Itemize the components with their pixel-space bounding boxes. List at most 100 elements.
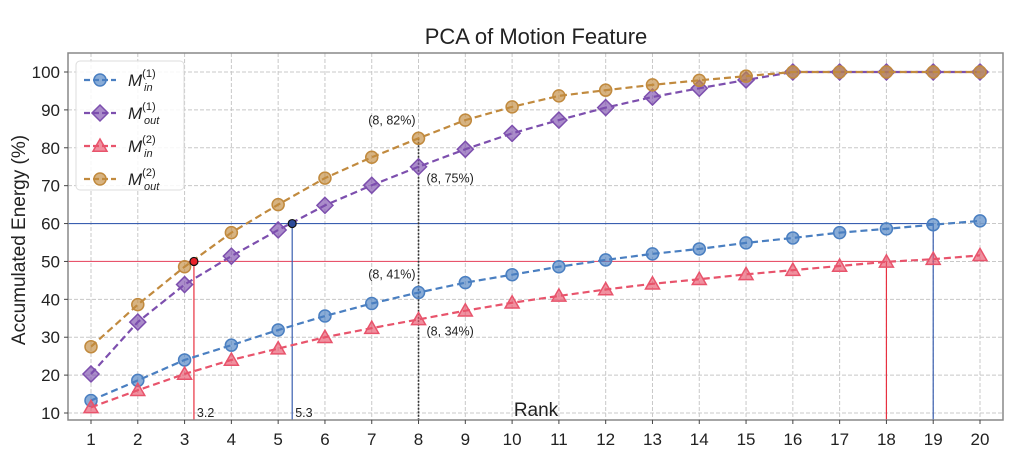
series-group <box>81 62 990 414</box>
data-point <box>315 196 335 215</box>
legend-item: M(2) in <box>84 134 156 160</box>
data-point <box>598 83 613 97</box>
data-annotation: (8, 75%) <box>427 172 474 186</box>
data-point <box>878 253 895 268</box>
legend-label: M(1) out <box>128 101 160 127</box>
data-point <box>411 131 426 146</box>
annotations: (8, 82%) (8, 75%) (8, 41%) (8, 34%) <box>368 113 474 338</box>
x-tick-label: 5 <box>273 430 282 449</box>
data-point <box>973 214 987 228</box>
threshold-point <box>189 256 199 267</box>
y-tick-label: 20 <box>41 366 60 385</box>
data-point <box>458 113 473 127</box>
data-point <box>739 69 753 83</box>
y-tick-label: 30 <box>41 328 60 347</box>
data-point <box>175 275 194 294</box>
series-3 <box>84 65 987 354</box>
data-annotation: (8, 41%) <box>368 268 415 282</box>
plot-frame <box>67 52 1004 421</box>
x-tick-label: 2 <box>133 430 142 449</box>
data-point <box>692 242 707 256</box>
data-point <box>690 270 708 286</box>
x-tick-label: 11 <box>550 430 568 449</box>
legend-item: M(1) in <box>84 68 156 94</box>
series-line <box>90 219 981 402</box>
chart-title: PCA of Motion Feature <box>425 24 648 49</box>
data-point <box>316 328 334 344</box>
data-point <box>93 73 107 87</box>
x-axis-ticks: 1 2 3 4 5 6 7 8 9 10 11 12 13 14 15 16 17 18 19 20 <box>86 420 989 449</box>
y-axis-ticks: 10 20 30 40 50 60 70 80 90 100 <box>32 63 68 423</box>
series-line <box>90 70 980 348</box>
data-point <box>971 246 989 262</box>
y-tick-label: 100 <box>32 63 60 82</box>
legend-label-sub: in <box>144 82 153 94</box>
data-point <box>177 353 192 367</box>
legend-label-base: M <box>128 71 143 90</box>
legend-label-base: M <box>128 137 143 156</box>
data-point <box>692 73 707 88</box>
x-tick-label: 1 <box>86 430 95 449</box>
y-tick-label: 40 <box>41 290 60 309</box>
data-point <box>271 197 285 212</box>
data-point <box>271 323 285 337</box>
x-tick-label: 3 <box>180 430 189 449</box>
data-point <box>645 247 660 261</box>
x-tick-label: 12 <box>596 430 615 449</box>
data-point <box>644 275 661 290</box>
data-point <box>737 265 755 281</box>
x-tick-label: 15 <box>737 430 756 449</box>
data-point <box>362 176 381 195</box>
data-point <box>131 297 145 312</box>
data-point <box>177 259 192 274</box>
data-point <box>409 157 428 176</box>
y-tick-label: 70 <box>41 177 60 196</box>
data-point <box>363 319 381 335</box>
data-point <box>926 65 940 79</box>
x-tick-label: 20 <box>971 430 990 449</box>
y-tick-label: 10 <box>41 404 60 423</box>
data-point <box>129 381 147 397</box>
data-point <box>597 280 614 296</box>
legend-item: M(2) out <box>84 167 160 193</box>
data-point <box>550 287 568 302</box>
data-point <box>457 302 474 317</box>
data-point <box>879 65 894 79</box>
data-point <box>364 150 379 164</box>
data-point <box>269 220 288 240</box>
series-0 <box>84 214 987 408</box>
series-2 <box>82 246 989 414</box>
data-point <box>645 78 660 92</box>
data-point <box>973 65 987 79</box>
y-tick-label: 60 <box>41 215 60 234</box>
data-point <box>269 340 287 355</box>
data-point <box>222 247 241 266</box>
legend-item: M(1) out <box>84 101 160 127</box>
legend-label-sub: out <box>144 115 160 127</box>
data-point <box>832 225 847 240</box>
legend-label-base: M <box>128 170 143 189</box>
x-tick-label: 9 <box>461 430 470 449</box>
legend-label-sup: (1) <box>142 68 155 80</box>
data-point <box>224 338 239 352</box>
data-point <box>176 365 193 380</box>
data-point <box>831 257 848 272</box>
legend-label-sup: (1) <box>142 101 155 113</box>
y-tick-label: 50 <box>41 252 60 271</box>
data-point <box>926 217 940 232</box>
legend-label: M(2) out <box>128 167 160 193</box>
data-point <box>739 236 753 250</box>
data-point <box>91 137 109 152</box>
legend-label-base: M <box>128 104 143 123</box>
legend-label-sup: (2) <box>142 167 155 179</box>
y-axis-label: Accumulated Energy (%) <box>9 135 30 345</box>
data-point <box>832 65 847 79</box>
reference-vline-label: 3.2 <box>197 406 214 420</box>
data-annotation: (8, 82%) <box>368 113 415 127</box>
data-point <box>924 250 942 266</box>
data-point <box>786 231 800 245</box>
data-point <box>505 267 519 282</box>
data-point <box>784 261 802 277</box>
data-annotation: (8, 34%) <box>427 324 474 338</box>
